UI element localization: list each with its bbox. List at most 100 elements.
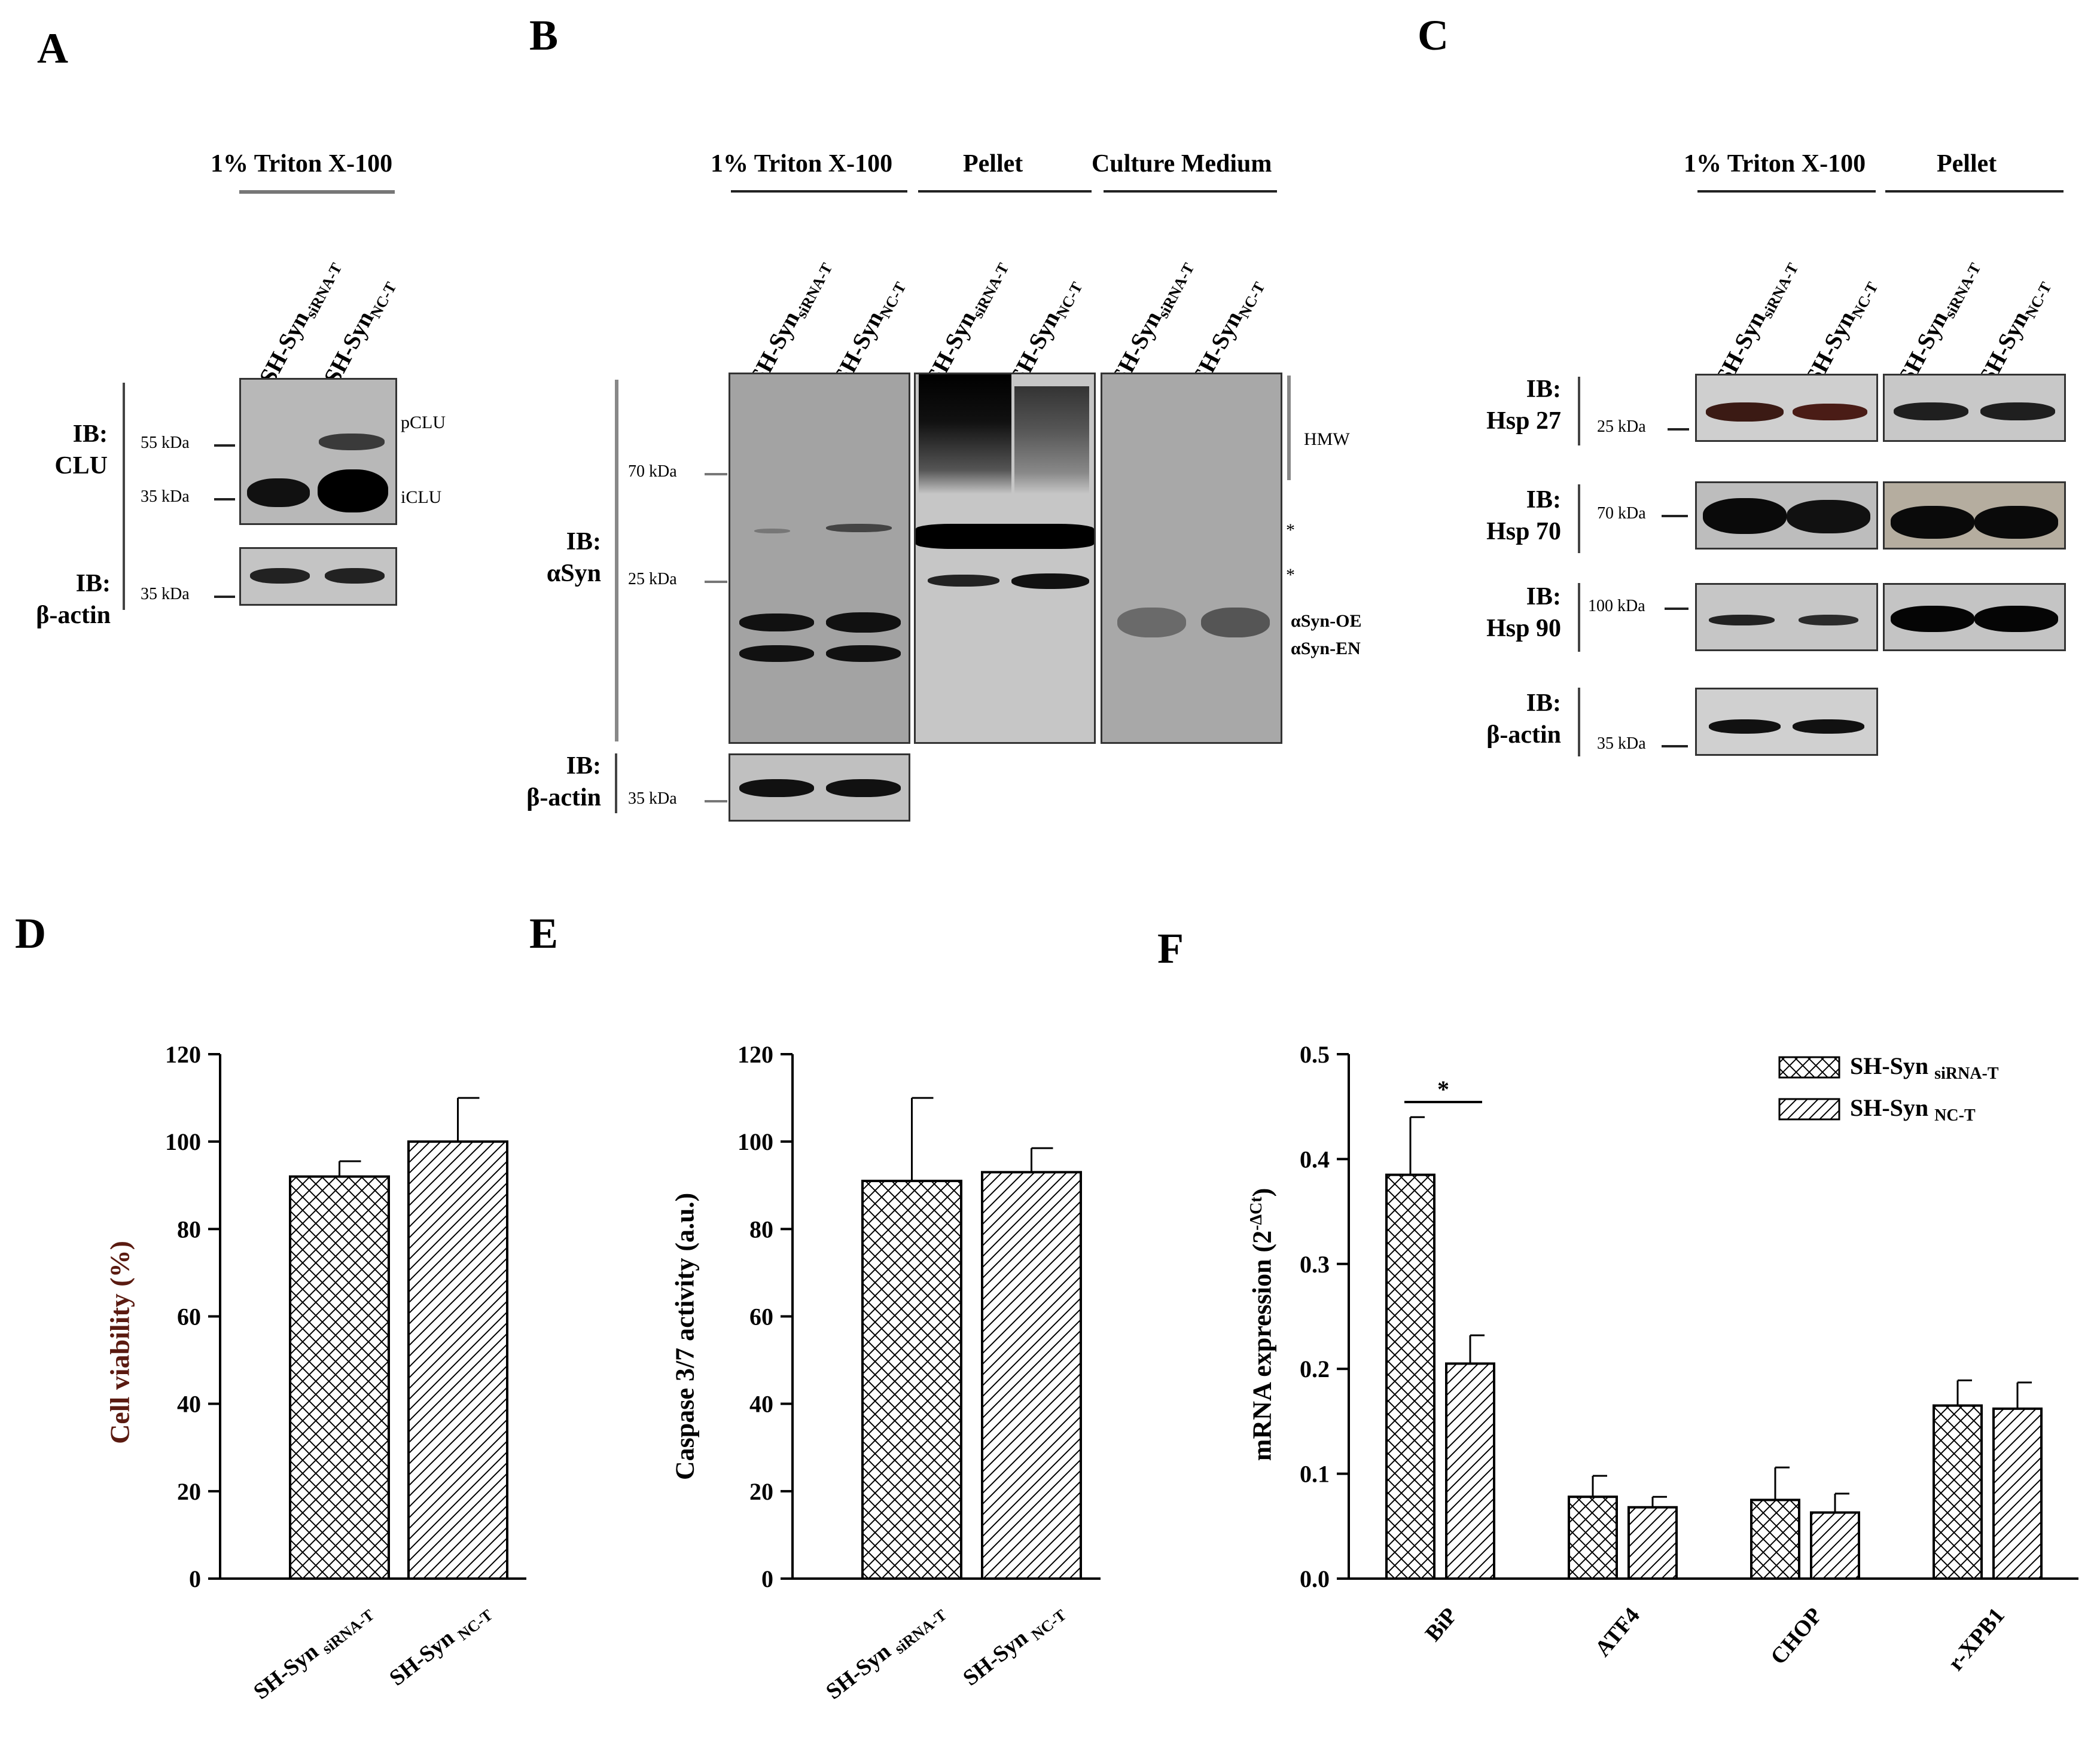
chart-d-y-tick-label: 0 (189, 1565, 201, 1592)
band-hmw (919, 374, 1011, 494)
band-star (916, 524, 1094, 549)
chart-f-x-label: CHOP (1766, 1603, 1827, 1669)
blot-a-header-rule (239, 190, 395, 194)
blot-a-mw-35: 35 kDa (141, 487, 190, 506)
blot-b-header-rule (918, 190, 1092, 193)
blot-b-triton-membrane (729, 373, 910, 744)
blot-b-mw-tick (705, 473, 727, 475)
chart-e-y-tick-label: 20 (749, 1478, 773, 1505)
chart-d-y-tick-label: 100 (165, 1128, 201, 1155)
blot-b-header-pellet: Pellet (963, 150, 1023, 178)
blot-c-mw-tick (1662, 745, 1688, 747)
blot-c-ib-hsp90: IB: Hsp 90 (1486, 583, 1561, 642)
band-hsp70 (1974, 506, 2058, 539)
chart-e-y-tick-label: 60 (749, 1304, 773, 1330)
blot-a-header: 1% Triton X-100 (211, 150, 393, 178)
blot-a-clu-membrane (239, 378, 397, 525)
blot-c-hsp27-triton (1695, 374, 1878, 442)
band-asyn-en (826, 645, 901, 662)
blot-a-mw-tick (214, 498, 235, 500)
blot-c-header-pellet: Pellet (1937, 150, 1997, 178)
blot-c-mw-25: 25 kDa (1597, 417, 1646, 436)
chart-f-legend-label: SH-Syn NC-T (1850, 1094, 1976, 1125)
blot-a-ib-clu: IB: CLU (54, 420, 108, 480)
blot-c-hsp70-triton (1695, 481, 1878, 550)
blot-c-hsp27-pellet (1883, 374, 2066, 442)
blot-c-mw-tick (1668, 428, 1689, 431)
blot-b-label-asyn-en: αSyn-EN (1291, 639, 1361, 658)
chart-f-x-label: r-XPB1 (1943, 1603, 2010, 1675)
blot-b-label-star-2: * (1286, 565, 1295, 585)
blot-b-header-medium: Culture Medium (1092, 150, 1272, 178)
blot-c-ib-actin: IB: β-actin (1486, 689, 1561, 749)
panel-label-d: D (15, 909, 46, 957)
blot-c-divider (1578, 583, 1580, 652)
chart-d-ylabel-anchor: Cell viability (%) (105, 1241, 156, 1444)
band-actin (1709, 719, 1781, 734)
blot-b-mw-25: 25 kDa (628, 570, 677, 588)
blot-b-header-rule (1104, 190, 1277, 193)
blot-a-mw-55: 55 kDa (141, 434, 190, 452)
chart-e-y-tick-label: 0 (761, 1565, 773, 1592)
blot-a-mw-tick (214, 596, 235, 598)
chart-f-y-tick-label: 0.0 (1300, 1565, 1330, 1592)
band-star (826, 524, 892, 532)
band-pclu (319, 434, 385, 450)
chart-f-legend-swatch (1778, 1056, 1840, 1079)
blot-b-pellet-membrane (914, 373, 1096, 744)
band-hmw (1014, 386, 1089, 494)
blot-c-ib-hsp27: IB: Hsp 27 (1486, 376, 1561, 435)
chart-e-y-tick-label: 120 (737, 1041, 773, 1068)
blot-a-ib-actin: IB: β-actin (36, 570, 111, 629)
chart-f-y-tick-label: 0.3 (1300, 1251, 1330, 1278)
blot-a-mw-35b: 35 kDa (141, 585, 190, 603)
chart-f-y-tick-label: 0.5 (1300, 1041, 1330, 1068)
blot-a-mw-tick (214, 444, 235, 447)
blot-c-divider (1578, 377, 1580, 445)
band-hsp27 (1894, 402, 1968, 420)
blot-b-mw-70: 70 kDa (628, 462, 677, 481)
blot-b-ib-asyn: IB: αSyn (546, 528, 601, 587)
chart-d-ylabel: Cell viability (%) (104, 1241, 135, 1444)
band-asyn-oe (1117, 608, 1186, 637)
blot-b-actin-membrane (729, 753, 910, 822)
chart-f-legend-label: SH-Syn siRNA-T (1850, 1052, 1999, 1083)
blot-c-header-rule (1885, 190, 2064, 193)
band-hsp70 (1891, 506, 1974, 539)
chart-f-bar (1445, 1362, 1495, 1580)
chart-e-x-label: SH-Syn siRNA-T (821, 1598, 950, 1707)
chart-e-y-tick-label: 80 (749, 1216, 773, 1243)
blot-c-ib-hsp70: IB: Hsp 70 (1486, 486, 1561, 545)
blot-b-divider-1 (615, 380, 618, 741)
panel-label-f: F (1157, 924, 1184, 972)
band-actin (1793, 719, 1864, 734)
panel-label-e: E (529, 909, 559, 957)
blot-c-mw-tick (1665, 608, 1688, 610)
chart-e-bar (861, 1179, 962, 1580)
band-hsp70 (1703, 498, 1787, 534)
panel-label-a: A (37, 25, 68, 72)
chart-f-y-tick-label: 0.2 (1300, 1356, 1330, 1382)
blot-b-header-triton: 1% Triton X-100 (711, 150, 893, 178)
chart-f-bar (1992, 1407, 2043, 1580)
chart-f-x-label: BiP (1421, 1603, 1462, 1646)
blot-b-mw-35: 35 kDa (628, 789, 677, 808)
band-hsp27 (1793, 404, 1867, 420)
band-iclu (318, 469, 388, 512)
band-actin (739, 779, 814, 797)
band-actin (826, 779, 901, 797)
chart-d-bar (407, 1140, 508, 1580)
blot-c-mw-70: 70 kDa (1597, 504, 1646, 523)
blot-c-divider (1578, 484, 1580, 553)
blot-b-ib-actin: IB: β-actin (526, 752, 601, 811)
blot-b-medium-membrane (1101, 373, 1282, 744)
band-hsp70 (1787, 500, 1870, 533)
band-actin (250, 568, 310, 584)
chart-f-y-tick-label: 0.4 (1300, 1146, 1330, 1173)
band-asyn-oe (1201, 608, 1270, 637)
blot-a-label-iclu: iCLU (401, 487, 442, 507)
blot-b-label-hmw: HMW (1304, 429, 1350, 449)
blot-b-mw-tick (705, 581, 727, 583)
chart-f-x-label: ATF4 (1590, 1603, 1644, 1662)
chart-f-bar (1810, 1511, 1860, 1580)
